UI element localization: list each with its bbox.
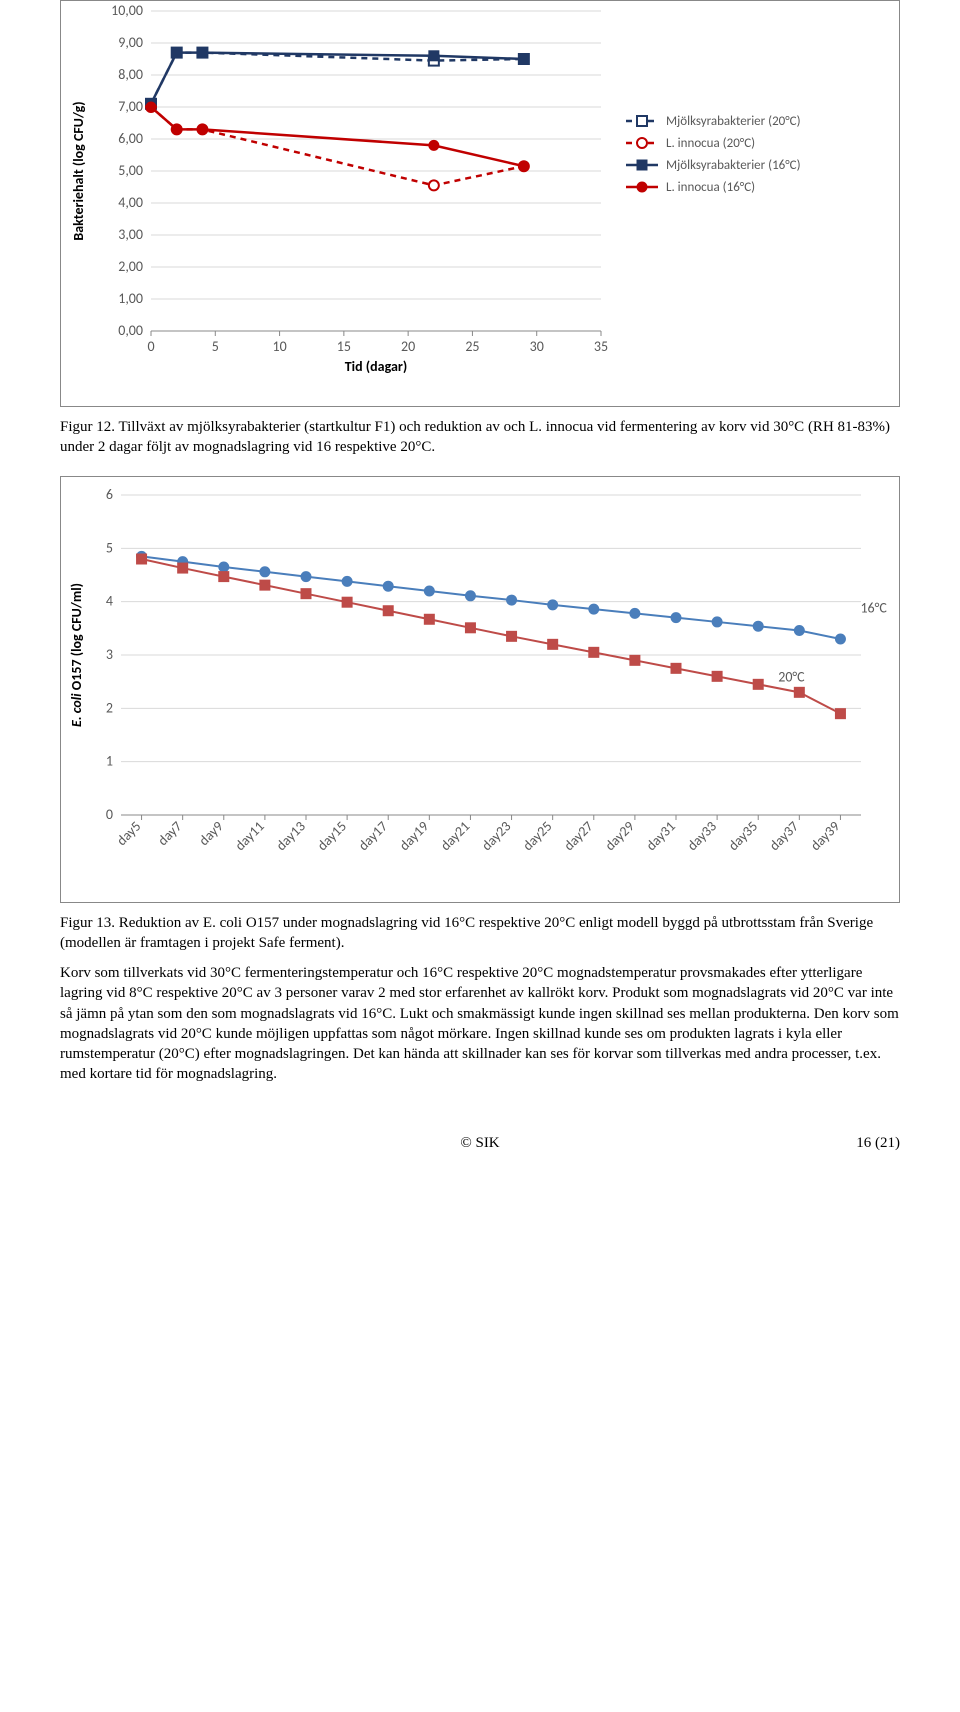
page-number: 16 (21) [856, 1135, 900, 1152]
svg-text:day35: day35 [725, 817, 761, 853]
svg-text:5: 5 [212, 338, 219, 355]
svg-text:E. coli O157 (log CFU/ml): E. coli O157 (log CFU/ml) [68, 582, 85, 726]
chart2-container: 0123456day5day7day9day11day13day15day17d… [60, 476, 900, 903]
svg-text:6: 6 [106, 486, 113, 503]
svg-text:3: 3 [106, 646, 113, 663]
caption2: Figur 13. Reduktion av E. coli O157 unde… [60, 913, 900, 954]
svg-text:8,00: 8,00 [118, 66, 143, 83]
body-paragraph: Korv som tillverkats vid 30°C fermenteri… [60, 963, 900, 1085]
caption1: Figur 12. Tillväxt av mjölksyrabakterier… [60, 417, 900, 458]
svg-text:1: 1 [106, 752, 113, 769]
svg-text:0: 0 [147, 338, 154, 355]
svg-text:1,00: 1,00 [118, 290, 143, 307]
chart1-container: 0,00 1,00 2,00 3,00 4,00 5,00 6,00 7,00 8,00 9,00… [60, 0, 900, 407]
svg-text:day27: day27 [560, 817, 596, 853]
svg-text:Mjölksyrabakterier (20°C): Mjölksyrabakterier (20°C) [666, 114, 801, 129]
svg-text:day31: day31 [643, 817, 679, 853]
svg-text:day7: day7 [154, 817, 185, 848]
svg-text:day37: day37 [766, 817, 802, 853]
svg-text:4: 4 [106, 592, 113, 609]
svg-text:9,00: 9,00 [118, 34, 143, 51]
svg-text:day21: day21 [437, 817, 473, 853]
svg-text:15: 15 [337, 338, 351, 355]
svg-text:10: 10 [272, 338, 286, 355]
svg-text:0,00: 0,00 [118, 322, 143, 339]
svg-text:2,00: 2,00 [118, 258, 143, 275]
svg-text:day23: day23 [478, 817, 514, 853]
svg-text:Bakteriehalt (log CFU/g): Bakteriehalt (log CFU/g) [70, 101, 87, 240]
chart1-svg: 0,00 1,00 2,00 3,00 4,00 5,00 6,00 7,00 8,00 9,00… [61, 1, 901, 401]
svg-text:16°C: 16°C [860, 599, 887, 616]
svg-text:Mjölksyrabakterier (16°C): Mjölksyrabakterier (16°C) [666, 158, 801, 173]
svg-text:L. innocua (16°C): L. innocua (16°C) [666, 180, 755, 195]
footer-copyright: © SIK [460, 1135, 499, 1151]
svg-text:day13: day13 [273, 817, 309, 853]
svg-text:2: 2 [106, 699, 113, 716]
svg-text:day19: day19 [396, 817, 432, 853]
svg-text:6,00: 6,00 [118, 130, 143, 147]
svg-text:L. innocua (20°C): L. innocua (20°C) [666, 136, 755, 151]
svg-text:25: 25 [465, 338, 479, 355]
svg-text:30: 30 [530, 338, 544, 355]
svg-text:4,00: 4,00 [118, 194, 143, 211]
svg-text:20°C: 20°C [778, 668, 805, 685]
svg-text:0: 0 [106, 806, 113, 823]
svg-text:35: 35 [594, 338, 608, 355]
svg-text:day29: day29 [601, 817, 637, 853]
svg-text:day11: day11 [231, 817, 267, 853]
svg-text:7,00: 7,00 [118, 98, 143, 115]
svg-text:day39: day39 [807, 817, 843, 853]
chart2-svg: 0123456day5day7day9day11day13day15day17d… [61, 477, 901, 897]
svg-text:10,00: 10,00 [111, 2, 143, 19]
svg-text:day25: day25 [519, 817, 555, 853]
svg-text:Tid (dagar): Tid (dagar) [345, 358, 407, 375]
svg-text:20: 20 [401, 338, 415, 355]
svg-text:day17: day17 [355, 817, 391, 853]
svg-text:day15: day15 [314, 817, 350, 853]
svg-text:day5: day5 [113, 817, 144, 848]
svg-text:day33: day33 [684, 817, 720, 853]
svg-text:3,00: 3,00 [118, 226, 143, 243]
page-footer: © SIK 16 (21) [60, 1135, 900, 1152]
svg-text:5: 5 [106, 539, 113, 556]
svg-text:day9: day9 [195, 817, 226, 848]
svg-text:5,00: 5,00 [118, 162, 143, 179]
